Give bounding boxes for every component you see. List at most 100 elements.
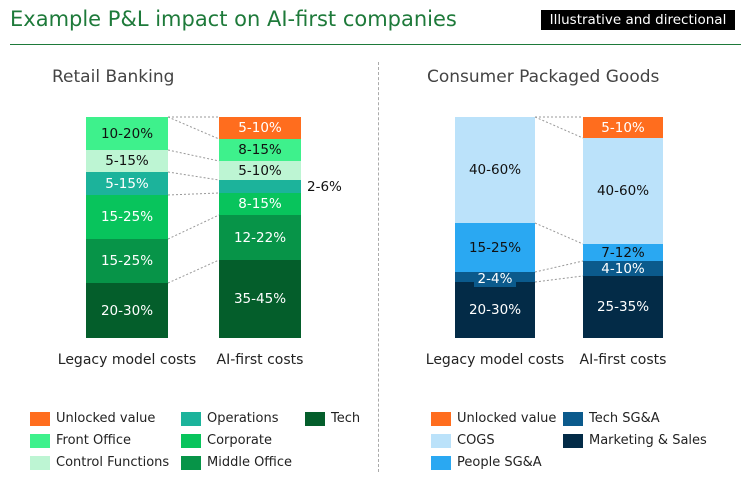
legend-item: Tech SG&A xyxy=(563,411,660,426)
data-label: 35-45% xyxy=(233,291,287,307)
legend-label: Tech SG&A xyxy=(589,411,660,426)
bar-segment-tech: 35-45% xyxy=(219,260,301,338)
legend-swatch xyxy=(431,455,451,470)
legend-label: Corporate xyxy=(207,433,272,448)
bar-segment-control-functions: 5-10% xyxy=(219,161,301,180)
legend-label: Tech xyxy=(331,411,361,426)
legend-label: Control Functions xyxy=(56,455,170,470)
bar-segment-operations: 5-15% xyxy=(86,172,168,195)
legend-label: Unlocked value xyxy=(56,411,156,426)
bar-segment-corporate: 15-25% xyxy=(86,195,168,239)
legend-item: People SG&A xyxy=(431,455,542,470)
data-label: 5-10% xyxy=(238,162,282,179)
bar-segment-control-functions: 5-15% xyxy=(86,150,168,172)
data-label: 4-10% xyxy=(601,260,645,277)
legend-item: Unlocked value xyxy=(30,411,155,426)
data-label: 5-15% xyxy=(105,175,149,192)
legend-label: Middle Office xyxy=(207,455,293,470)
legend-label: Front Office xyxy=(56,433,131,448)
legend-swatch xyxy=(30,455,50,470)
bar-segment-people-sg-a: 15-25% xyxy=(455,223,535,272)
page-title: Example P&L impact on AI-first companies xyxy=(10,7,457,31)
legend-swatch xyxy=(431,433,451,448)
bar-segment-middle-office: 15-25% xyxy=(86,239,168,283)
category-label: Legacy model costs xyxy=(57,352,197,368)
bar-segment-cogs: 40-60% xyxy=(583,138,663,244)
bar-segment-tech-sg-a: 2-4% xyxy=(455,271,535,287)
legend-label: People SG&A xyxy=(457,455,542,470)
illustrative-badge: Illustrative and directional xyxy=(541,10,735,30)
legend-swatch xyxy=(305,411,325,426)
legend-label: Unlocked value xyxy=(457,411,557,426)
data-label: 8-15% xyxy=(238,196,282,212)
data-label: 10-20% xyxy=(100,125,154,142)
data-label: 5-10% xyxy=(238,120,282,136)
data-label: 20-30% xyxy=(100,302,154,319)
connector-line xyxy=(167,214,220,240)
panel-divider xyxy=(378,62,379,472)
legend-item: Unlocked value xyxy=(431,411,556,426)
legend-swatch xyxy=(563,433,583,448)
legend-item: Marketing & Sales xyxy=(563,433,707,448)
legend-item: COGS xyxy=(431,433,495,448)
connector-line xyxy=(167,116,220,140)
connector-line xyxy=(167,259,220,284)
connector-line xyxy=(534,260,584,273)
connector-line xyxy=(167,171,220,181)
legend-item: Front Office xyxy=(30,433,131,448)
data-label: 25-35% xyxy=(596,299,650,315)
connector-line xyxy=(534,222,584,245)
legend-label: Operations xyxy=(207,411,279,426)
panel-title-retail: Retail Banking xyxy=(52,67,175,87)
legend-label: Marketing & Sales xyxy=(589,433,707,448)
connector-line xyxy=(534,116,584,139)
data-label: 15-25% xyxy=(100,253,154,269)
legend-swatch xyxy=(181,411,201,426)
connector-line xyxy=(167,192,220,196)
bar-segment-tech: 20-30% xyxy=(86,283,168,338)
bar-segment-people-sg-a: 7-12% xyxy=(583,244,663,261)
data-label: 8-15% xyxy=(238,142,282,158)
bar-segment-operations: 2-6% xyxy=(219,179,342,195)
bar-segment-unlocked-value: 5-10% xyxy=(583,117,663,138)
bar-segment-marketing-sales: 20-30% xyxy=(455,282,535,338)
category-label: AI-first costs xyxy=(579,352,667,368)
bar-segment-unlocked-value: 5-10% xyxy=(219,117,301,139)
data-label: 5-15% xyxy=(105,153,149,169)
legend-swatch xyxy=(563,411,583,426)
data-label: 5-10% xyxy=(601,119,645,136)
legend-item: Tech xyxy=(305,411,360,426)
data-label: 12-22% xyxy=(233,229,287,246)
data-label: 2-4% xyxy=(473,271,517,287)
legend-swatch xyxy=(30,411,50,426)
bar-segment-corporate: 8-15% xyxy=(219,193,301,215)
legend-label: COGS xyxy=(457,433,495,448)
legend-swatch xyxy=(431,411,451,426)
connector-line xyxy=(534,275,584,283)
bar-segment-cogs: 40-60% xyxy=(455,117,535,223)
bar-segment-tech-sg-a: 4-10% xyxy=(583,260,663,277)
legend-item: Middle Office xyxy=(181,455,292,470)
data-label: 40-60% xyxy=(468,162,522,178)
data-label: 7-12% xyxy=(601,244,645,261)
bar-segment-front-office: 10-20% xyxy=(86,117,168,150)
legend-item: Operations xyxy=(181,411,278,426)
bar-segment-marketing-sales: 25-35% xyxy=(583,276,663,338)
category-label: AI-first costs xyxy=(216,352,304,368)
data-label: 20-30% xyxy=(468,302,522,318)
category-label: Legacy model costs xyxy=(425,352,565,368)
title-divider xyxy=(10,44,741,45)
legend-swatch xyxy=(181,433,201,448)
data-label: 40-60% xyxy=(596,183,650,199)
legend-item: Corporate xyxy=(181,433,272,448)
connector-line xyxy=(167,149,220,162)
panel-title-cpg: Consumer Packaged Goods xyxy=(427,67,660,87)
bar-segment-front-office: 8-15% xyxy=(219,139,301,161)
data-label: 15-25% xyxy=(468,239,522,256)
bar-segment-middle-office: 12-22% xyxy=(219,215,301,260)
data-label: 15-25% xyxy=(100,209,154,225)
legend-item: Control Functions xyxy=(30,455,169,470)
data-label: 2-6% xyxy=(307,178,342,195)
legend-swatch xyxy=(181,455,201,470)
